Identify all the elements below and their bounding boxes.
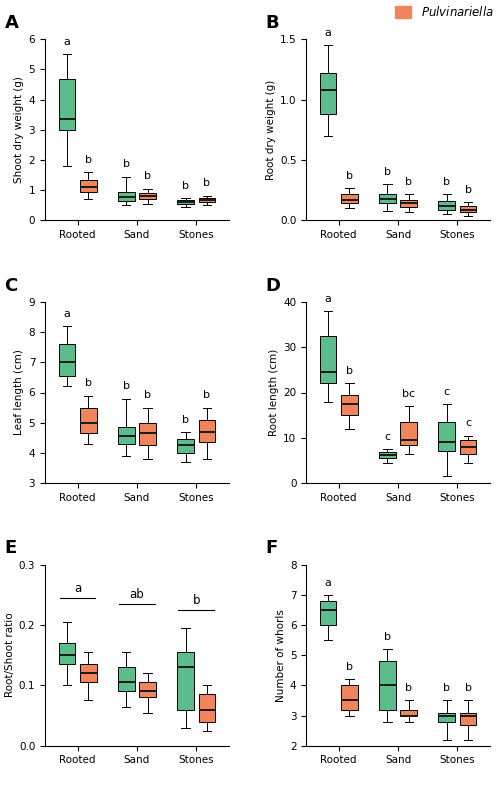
- PathPatch shape: [320, 601, 336, 625]
- Text: a: a: [64, 309, 70, 319]
- PathPatch shape: [460, 206, 476, 212]
- Text: a: a: [324, 294, 332, 304]
- PathPatch shape: [58, 78, 76, 130]
- Text: bc: bc: [402, 389, 415, 399]
- PathPatch shape: [80, 407, 96, 433]
- Text: C: C: [4, 276, 18, 294]
- PathPatch shape: [80, 664, 96, 682]
- Y-axis label: Number of whorls: Number of whorls: [276, 608, 285, 702]
- PathPatch shape: [400, 200, 417, 207]
- PathPatch shape: [379, 194, 396, 203]
- Text: a: a: [74, 582, 81, 594]
- Y-axis label: Root length (cm): Root length (cm): [269, 349, 279, 436]
- Text: a: a: [324, 28, 332, 38]
- PathPatch shape: [438, 422, 455, 451]
- PathPatch shape: [320, 336, 336, 383]
- Text: b: b: [144, 390, 151, 400]
- PathPatch shape: [460, 713, 476, 725]
- Text: b: b: [405, 683, 412, 693]
- Text: b: b: [204, 390, 210, 400]
- Text: b: b: [405, 177, 412, 187]
- Text: a: a: [64, 37, 70, 47]
- PathPatch shape: [140, 192, 156, 199]
- PathPatch shape: [438, 713, 455, 721]
- Text: c: c: [384, 432, 390, 442]
- PathPatch shape: [198, 198, 215, 203]
- Text: b: b: [464, 683, 471, 693]
- Text: c: c: [465, 418, 471, 429]
- Text: A: A: [4, 14, 18, 32]
- PathPatch shape: [400, 710, 417, 716]
- PathPatch shape: [198, 695, 215, 721]
- PathPatch shape: [460, 440, 476, 454]
- Text: b: b: [464, 185, 471, 195]
- PathPatch shape: [341, 685, 357, 710]
- PathPatch shape: [178, 652, 194, 710]
- Text: b: b: [85, 378, 92, 389]
- Y-axis label: Root/Shoot ratio: Root/Shoot ratio: [4, 613, 15, 698]
- PathPatch shape: [118, 427, 134, 444]
- Text: F: F: [266, 539, 278, 557]
- Text: b: b: [85, 155, 92, 165]
- Text: b: b: [192, 593, 200, 607]
- PathPatch shape: [80, 180, 96, 192]
- PathPatch shape: [400, 422, 417, 444]
- Text: b: b: [443, 683, 450, 693]
- PathPatch shape: [320, 73, 336, 114]
- PathPatch shape: [118, 667, 134, 692]
- Text: b: b: [204, 178, 210, 188]
- PathPatch shape: [341, 194, 357, 203]
- Text: ab: ab: [130, 588, 144, 601]
- PathPatch shape: [341, 395, 357, 415]
- Text: b: b: [123, 382, 130, 391]
- Text: b: b: [443, 177, 450, 187]
- PathPatch shape: [140, 422, 156, 445]
- Text: b: b: [384, 167, 391, 177]
- PathPatch shape: [178, 440, 194, 453]
- PathPatch shape: [379, 661, 396, 710]
- Y-axis label: Shoot dry weight (g): Shoot dry weight (g): [14, 76, 24, 183]
- PathPatch shape: [58, 344, 76, 376]
- Legend: Control, $\it{Pulvinariella}$: Control, $\it{Pulvinariella}$: [395, 0, 494, 19]
- Text: a: a: [324, 578, 332, 587]
- Text: b: b: [346, 170, 353, 181]
- Text: b: b: [182, 414, 189, 425]
- Y-axis label: Root dry weight (g): Root dry weight (g): [266, 80, 276, 180]
- Text: b: b: [123, 159, 130, 170]
- Text: E: E: [4, 539, 17, 557]
- PathPatch shape: [379, 452, 396, 458]
- PathPatch shape: [438, 201, 455, 210]
- PathPatch shape: [58, 643, 76, 664]
- PathPatch shape: [118, 192, 134, 201]
- PathPatch shape: [140, 682, 156, 697]
- Text: b: b: [144, 171, 151, 181]
- PathPatch shape: [178, 200, 194, 204]
- Text: b: b: [346, 366, 353, 376]
- Text: b: b: [346, 662, 353, 672]
- Text: b: b: [182, 181, 189, 191]
- Text: B: B: [266, 14, 280, 32]
- Y-axis label: Leaf length (cm): Leaf length (cm): [14, 349, 24, 436]
- PathPatch shape: [198, 420, 215, 442]
- Text: c: c: [444, 386, 450, 396]
- Text: b: b: [384, 632, 391, 642]
- Text: D: D: [266, 276, 280, 294]
